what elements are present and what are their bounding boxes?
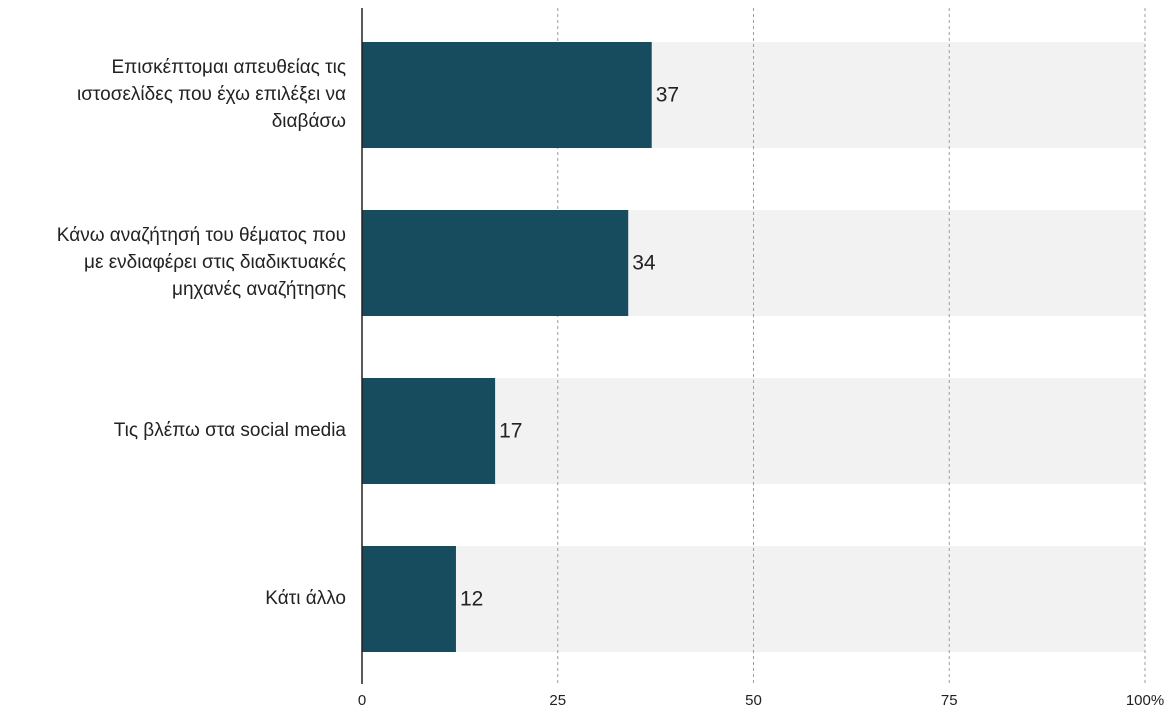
value-labels: 37 34 17 12 — [460, 84, 679, 611]
category-labels: Επισκέπτομαι απευθείας τις ιστοσελίδες πο… — [57, 57, 347, 609]
value-label: 34 — [632, 252, 656, 275]
x-tick-label: 0 — [358, 692, 366, 709]
category-label: Επισκέπτομαι απευθείας τις ιστοσελίδες πο… — [77, 57, 346, 132]
category-label: Κάτι άλλο — [265, 588, 346, 609]
gridlines — [557, 8, 1146, 684]
bar — [362, 546, 456, 652]
category-label-line: Τις βλέπω στα social media — [114, 420, 347, 441]
x-tick-label: 75 — [941, 692, 958, 709]
value-label: 17 — [499, 420, 522, 443]
bars — [362, 42, 652, 652]
category-label: Κάνω αναζήτησή του θέματος που με ενδιαφέ… — [57, 225, 346, 300]
x-tick-label: 50 — [745, 692, 762, 709]
category-label-line: Κάτι άλλο — [265, 588, 346, 609]
category-label-line: ιστοσελίδες που έχω επιλέξει να — [77, 84, 346, 105]
category-label-line: διαβάσω — [272, 111, 346, 132]
category-label-line: Επισκέπτομαι απευθείας τις — [111, 57, 346, 78]
category-label-line: Κάνω αναζήτησή του θέματος που — [57, 225, 346, 246]
x-tick-labels: 0 25 50 75 100% — [358, 692, 1164, 709]
category-label: Τις βλέπω στα social media — [114, 420, 347, 441]
bar — [362, 42, 652, 148]
x-tick-label: 25 — [549, 692, 566, 709]
category-label-line: μηχανές αναζήτησης — [172, 279, 346, 300]
category-label-line: με ενδιαφέρει στις διαδικτυακές — [84, 252, 346, 273]
bar — [362, 378, 496, 484]
value-label: 37 — [656, 84, 679, 107]
x-tick-label: 100% — [1126, 692, 1164, 709]
bar — [362, 210, 629, 316]
value-label: 12 — [460, 588, 483, 611]
